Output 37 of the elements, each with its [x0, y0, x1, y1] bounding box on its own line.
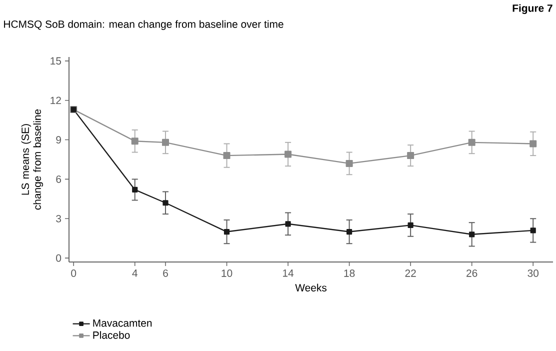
point — [407, 152, 414, 160]
y-tick-label: 6 — [56, 176, 62, 183]
legend-label: Mavacamten — [93, 319, 152, 327]
point — [162, 138, 169, 146]
legend-label: Placebo — [93, 331, 130, 339]
chart-title: HCMSQ SoB domain: mean change from baseline over time — [4, 20, 284, 30]
point — [223, 152, 230, 160]
y-tick-label: 15 — [50, 57, 62, 65]
caption: Figure 7 — [512, 4, 552, 14]
point — [284, 150, 292, 158]
point — [530, 140, 537, 148]
x-tick-label: 26 — [466, 270, 478, 277]
point — [346, 228, 352, 235]
x-tick-label: 10 — [222, 270, 232, 277]
point — [285, 221, 291, 227]
point — [408, 222, 414, 228]
x-tick-label: 18 — [344, 270, 355, 277]
x-tick-label: 14 — [283, 270, 294, 277]
y-tick-label: 9 — [56, 136, 61, 144]
y-tick-label: 12 — [50, 96, 61, 104]
point — [131, 138, 138, 145]
x-tick-label: 6 — [163, 270, 168, 277]
x-tick-label: 22 — [405, 270, 416, 277]
x-tick-label: 30 — [528, 270, 538, 277]
point — [469, 232, 475, 238]
x-tick-label: 4 — [132, 270, 138, 277]
y-tick-label: 3 — [56, 214, 62, 222]
y-tick-label: 0 — [56, 254, 62, 262]
point — [468, 138, 476, 146]
point — [132, 186, 138, 193]
point — [224, 228, 230, 235]
point — [530, 228, 536, 234]
x-axis-title: Weeks — [295, 284, 327, 292]
y-axis-title: LS means (SE) change from baseline — [21, 109, 44, 210]
point — [346, 160, 353, 167]
point — [162, 200, 168, 206]
x-tick-label: 0 — [71, 270, 76, 277]
